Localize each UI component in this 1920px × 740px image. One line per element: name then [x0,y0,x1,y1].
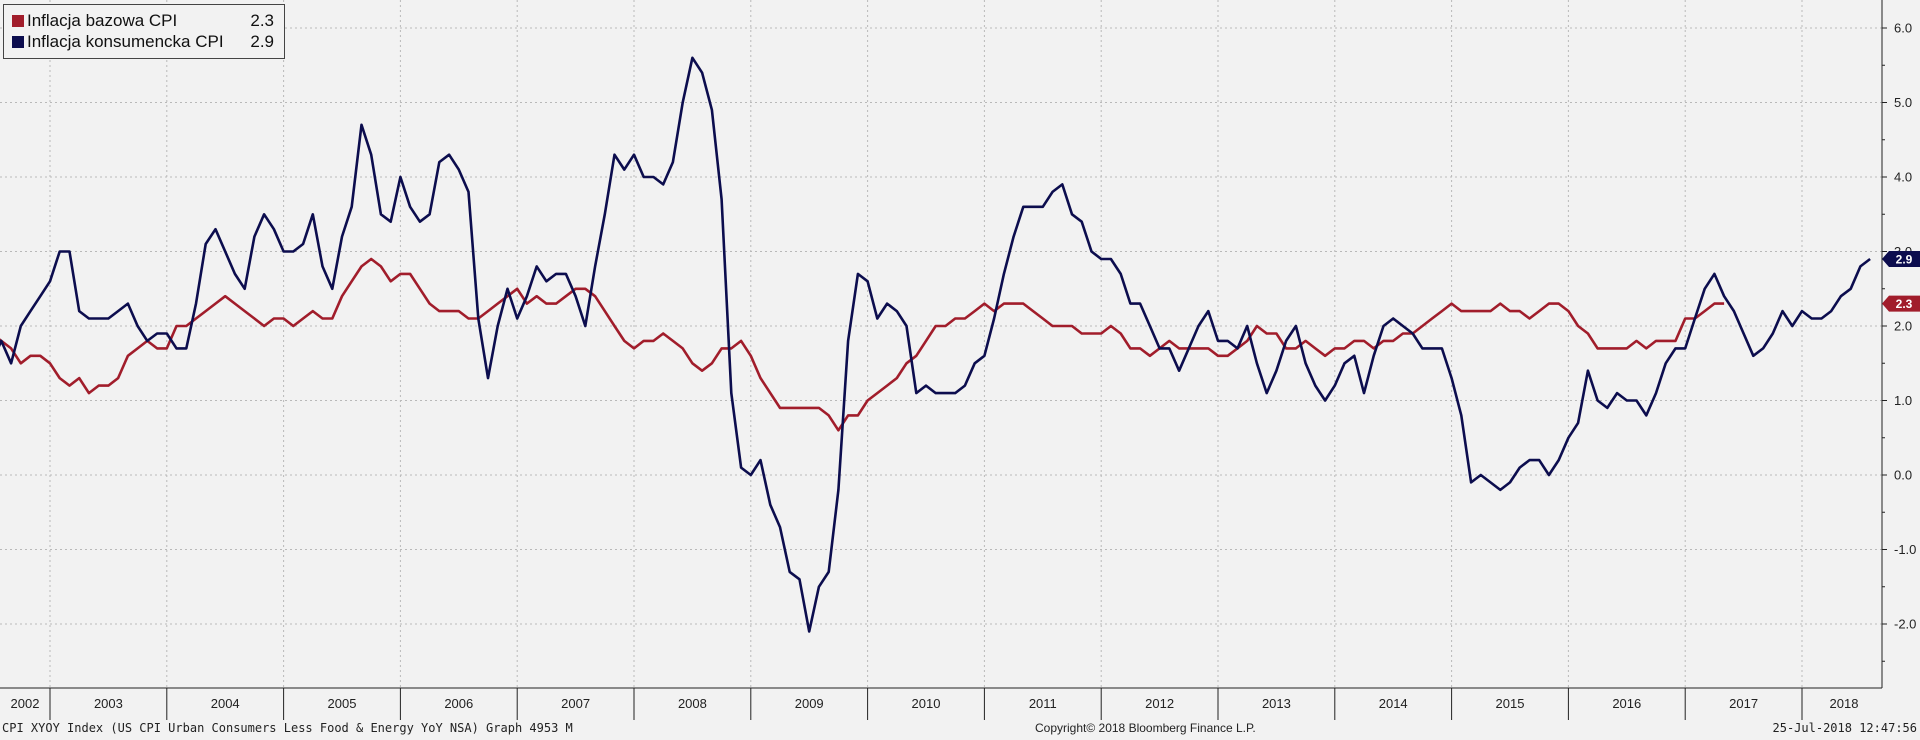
x-tick-label: 2014 [1379,696,1408,711]
legend-label-core-cpi: Inflacja bazowa CPI [27,11,178,30]
legend-label-headline-cpi: Inflacja konsumencka CPI [27,32,224,51]
legend-value-core-cpi: 2.3 [250,11,274,30]
end-labels: 2.3 2.9 [1882,250,1920,312]
x-tick-label: 2003 [94,696,123,711]
end-label-core-cpi-bg [1882,295,1920,312]
x-tick-label: 2004 [211,696,240,711]
x-tick-label: 2012 [1145,696,1174,711]
x-tick-label: 2010 [912,696,941,711]
x-tick-label: 2005 [328,696,357,711]
y-tick-label: -2.0 [1894,617,1916,632]
end-label-headline-cpi: 2.9 [1896,252,1913,266]
x-tick-label: 2013 [1262,696,1291,711]
y-tick-label: 4.0 [1894,170,1912,185]
x-tick-label: 2011 [1029,696,1057,711]
plot-area [0,0,1882,688]
x-tick-label: 2015 [1496,696,1525,711]
legend: Inflacja bazowa CPI 2.3 Inflacja konsume… [3,4,285,59]
legend-swatch-headline-cpi [12,36,24,48]
x-axis: 2002 2003 2004 2005 2006 2007 2008 2009 2010 2011… [0,687,1882,720]
y-axis: -2.0-1.00.01.02.03.04.05.06.0 [1881,0,1916,688]
legend-swatch-core-cpi [12,15,24,27]
x-tick-label: 2006 [444,696,473,711]
footer-source: CPI XYOY Index (US CPI Urban Consumers L… [2,721,573,735]
series-line-headline-cpi [0,56,1871,633]
x-tick-label: 2007 [561,696,590,711]
y-tick-label: 6.0 [1894,21,1912,36]
series-line-core-cpi [0,257,1725,432]
legend-value-headline-cpi: 2.9 [250,32,274,51]
footer-copyright: Copyright© 2018 Bloomberg Finance L.P. [1035,721,1256,735]
x-tick-label: 2008 [678,696,707,711]
x-tick-label: 2017 [1729,696,1758,711]
y-tick-label: 2.0 [1894,319,1912,334]
x-tick-label: 2002 [11,696,40,711]
legend-item-headline-cpi: Inflacja konsumencka CPI 2.9 [12,32,282,52]
legend-item-core-cpi: Inflacja bazowa CPI 2.3 [12,11,282,31]
x-tick-label: 2016 [1612,696,1641,711]
x-tick-label: 2018 [1830,696,1859,711]
end-label-headline-cpi-bg [1882,250,1920,267]
footer-timestamp: 25-Jul-2018 12:47:56 [1772,721,1918,735]
y-tick-label: 5.0 [1894,95,1912,110]
y-tick-label: 0.0 [1894,468,1912,483]
end-label-core-cpi: 2.3 [1896,297,1913,311]
y-tick-label: -1.0 [1894,542,1916,557]
x-tick-label: 2009 [795,696,824,711]
series-group [0,56,1871,633]
y-tick-label: 1.0 [1894,393,1912,408]
